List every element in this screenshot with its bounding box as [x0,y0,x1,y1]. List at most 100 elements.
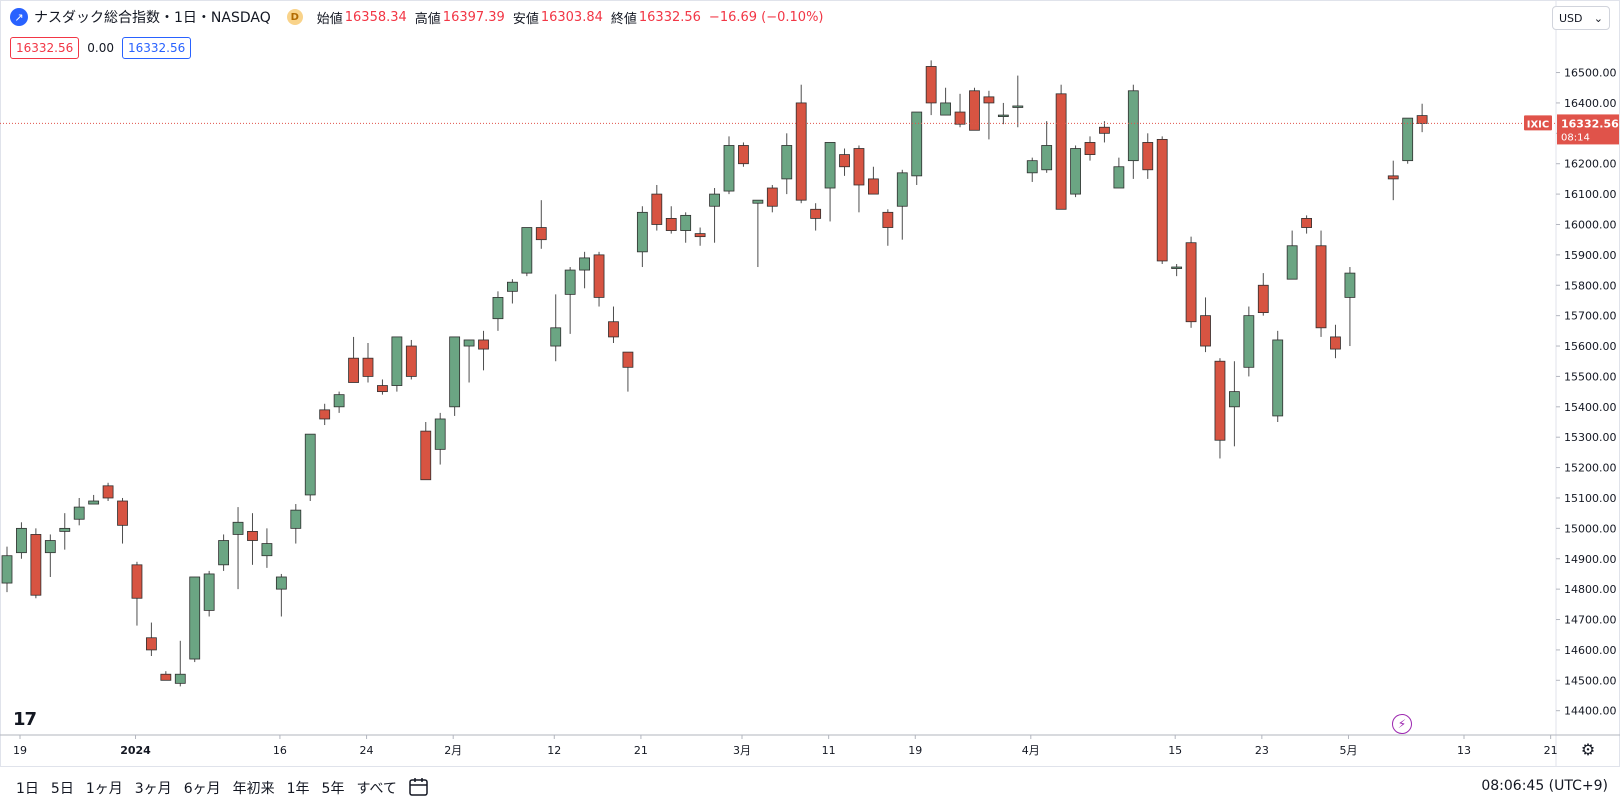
candle-body [131,564,143,599]
lightning-icon[interactable]: ⚡ [1392,714,1412,734]
range-5y[interactable]: 5年 [321,781,345,797]
candle-body [492,297,504,320]
candle-body [940,102,951,116]
candle-body [88,500,100,505]
candle-body [59,527,71,532]
gear-icon[interactable]: ⚙ [1580,740,1596,759]
candle-body [969,90,980,131]
x-tick-label: 4月 [1022,744,1040,757]
candle-body [665,218,677,231]
candle-body [506,281,518,292]
candle-body [694,233,706,238]
open-value: 16358.34 [344,9,407,25]
chart-legend: ↗ ナスダック総合指数・1日・NASDAQ D 始値 16358.34 高値 1… [10,6,824,28]
candle-body [997,114,1009,117]
candle-body [1387,175,1399,180]
candle-body [30,534,42,596]
candle-body [189,576,201,660]
candles-layer [1,60,1428,687]
candle-body [333,394,345,408]
range-1m[interactable]: 1ヶ月 [85,781,123,797]
x-tick-label: 3月 [733,744,751,757]
candle-body [1416,115,1428,124]
bottom-toolbar: 1日 5日 1ヶ月 3ヶ月 6ヶ月 年初来 1年 5年 すべて 08:06:45… [0,766,1620,807]
tradingview-logo[interactable]: 17 [13,709,37,730]
range-1d[interactable]: 1日 [16,781,39,797]
candle-body [203,573,215,611]
spread-value: 0.00 [87,41,114,55]
candle-body [1330,336,1341,350]
range-5d[interactable]: 5日 [50,781,74,797]
y-tick-label: 15800.00 [1564,279,1617,292]
x-tick-label: 19 [13,744,27,757]
candle-body [160,673,172,681]
bid-ask-boxes: 16332.56 0.00 16332.56 [10,37,192,59]
trend-icon[interactable]: ↗ [10,8,28,26]
low-label: 安値 [512,11,539,27]
y-tick-label: 16500.00 [1564,67,1617,80]
candle-body [651,193,663,225]
candle-body [608,321,619,338]
candle-body [853,148,865,186]
calendar-icon[interactable] [408,776,430,798]
x-tick-label: 23 [1255,744,1269,757]
y-tick-label: 15500.00 [1564,370,1617,383]
candle-body [304,433,316,496]
x-tick-label: 24 [360,744,374,757]
candle-body [896,172,908,207]
candle-body [275,576,287,590]
x-tick-label: 12 [547,744,561,757]
candle-body [478,339,489,350]
clock-display[interactable]: 08:06:45 (UTC+9) [1481,778,1608,794]
candle-body [1229,391,1240,408]
y-tick-label: 15100.00 [1564,492,1617,505]
x-tick-label: 5月 [1339,744,1357,757]
axes-layer: 14400.00 14500.00 14600.00 14700.00 14800.00… [0,0,1620,766]
currency-select[interactable]: USD ⌄ [1552,6,1610,30]
x-tick-label: 11 [822,744,836,757]
candle-body [1026,160,1038,174]
buy-button[interactable]: 16332.56 [121,37,192,59]
candle-body [449,336,461,408]
range-1y[interactable]: 1年 [286,781,310,797]
symbol-title[interactable]: ナスダック総合指数・1日・NASDAQ [34,10,271,26]
y-tick-label: 14800.00 [1564,583,1617,596]
candle-body [550,327,562,347]
x-tick-label: 13 [1457,744,1471,757]
candle-body [1257,284,1269,314]
candle-body [680,214,692,231]
range-3m[interactable]: 3ヶ月 [134,781,172,797]
candle-body [290,509,302,529]
candle-body [145,637,157,651]
high-label: 高値 [414,11,441,27]
delayed-data-badge[interactable]: D [286,9,303,25]
candle-body [348,357,359,383]
candle-body [247,531,258,541]
candle-body [983,96,995,104]
range-all[interactable]: すべて [356,781,397,797]
y-tick-label: 15400.00 [1564,401,1617,414]
candle-body [1344,272,1356,298]
candle-body [868,178,879,195]
candle-body [882,211,894,228]
candle-body [44,540,56,554]
x-tick-label: 21 [1544,744,1558,757]
y-tick-label: 14400.00 [1564,705,1617,718]
range-6m[interactable]: 6ヶ月 [183,781,221,797]
candle-body [1200,315,1211,347]
y-tick-label: 15700.00 [1564,310,1617,323]
low-value: 16303.84 [540,9,603,25]
candle-body [1156,138,1168,262]
range-ytd[interactable]: 年初来 [232,781,275,797]
candle-body [810,208,822,219]
symbol-tag: IXIC [1527,119,1550,130]
candle-body [1142,142,1154,171]
candle-body [925,66,937,104]
sell-button[interactable]: 16332.56 [10,37,80,59]
y-tick-label: 14500.00 [1564,674,1617,687]
candle-body [434,418,446,450]
candle-body [564,269,576,295]
candle-body [1301,218,1312,228]
candle-body [1084,142,1096,155]
